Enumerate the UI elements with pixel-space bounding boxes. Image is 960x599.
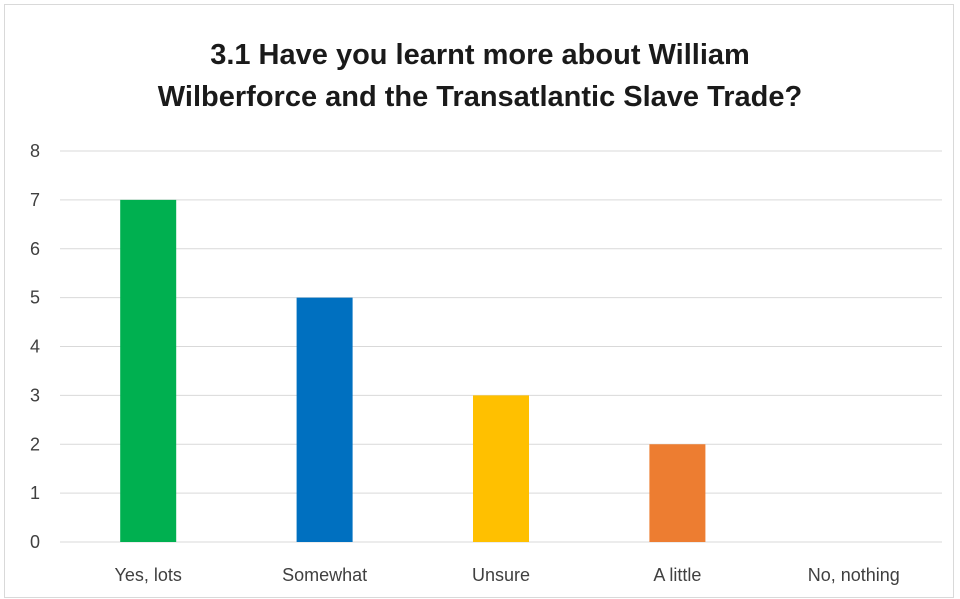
- y-tick-label: 5: [30, 288, 40, 308]
- bar-a-little: [649, 444, 706, 542]
- chart-title-line-2: Wilberforce and the Transatlantic Slave …: [157, 81, 803, 113]
- y-tick-label: 1: [30, 483, 40, 503]
- chart-title-line-1: 3.1 Have you learnt more about William: [210, 39, 750, 71]
- chart-title: 3.1 Have you learnt more about William W…: [0, 34, 960, 118]
- x-tick-label: A little: [653, 565, 701, 585]
- y-tick-label: 6: [30, 239, 40, 259]
- bar-yes-lots: [120, 199, 177, 542]
- y-tick-label: 8: [30, 141, 40, 161]
- y-tick-label: 4: [30, 337, 40, 357]
- x-axis-tick-labels: Yes, lots Somewhat Unsure A little No, nothi…: [115, 565, 900, 585]
- y-axis-tick-labels: 0 1 2 3 4 5 6 7 8: [30, 141, 40, 552]
- x-tick-label: No, nothing: [808, 565, 900, 585]
- y-tick-label: 7: [30, 190, 40, 210]
- y-tick-label: 3: [30, 385, 40, 405]
- x-tick-label: Somewhat: [282, 565, 367, 585]
- bar-unsure: [473, 395, 529, 542]
- bars: [120, 199, 706, 542]
- x-tick-label: Unsure: [472, 565, 530, 585]
- y-tick-label: 0: [30, 532, 40, 552]
- bar-somewhat: [296, 297, 353, 542]
- x-tick-label: Yes, lots: [115, 565, 182, 585]
- y-tick-label: 2: [30, 434, 40, 454]
